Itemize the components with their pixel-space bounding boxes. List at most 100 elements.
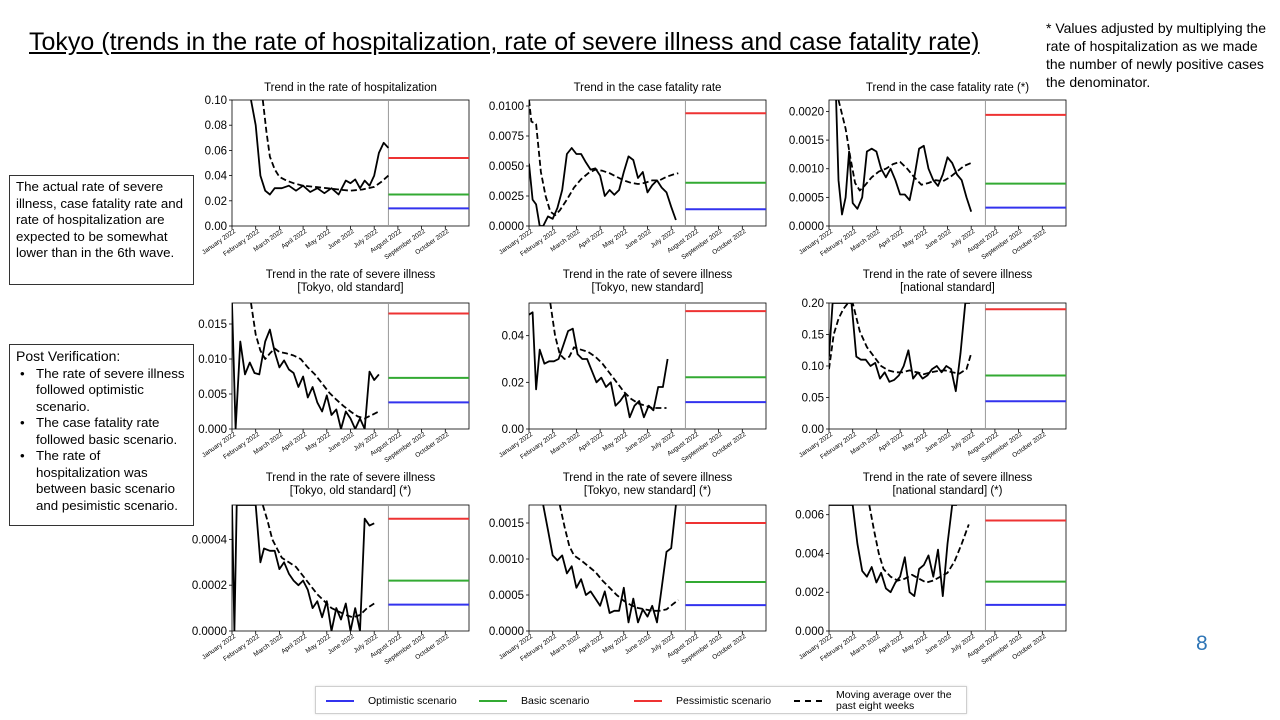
plot-frame bbox=[828, 504, 1067, 632]
x-tick-label: September 2022 bbox=[980, 431, 1024, 465]
moving-average-line bbox=[529, 100, 679, 217]
legend-basic-label: Basic scenario bbox=[521, 694, 590, 707]
y-tick-label: 0.0025 bbox=[489, 191, 524, 203]
x-tick-label: April 2022 bbox=[280, 228, 308, 251]
x-tick-label: June 2022 bbox=[327, 633, 356, 656]
y-tick-label: 0.005 bbox=[198, 389, 227, 401]
x-tick-label: June 2022 bbox=[924, 228, 953, 251]
y-tick-label: 0.20 bbox=[802, 298, 824, 310]
y-tick-label: 0.02 bbox=[205, 196, 227, 208]
x-tick-label: September 2022 bbox=[980, 633, 1024, 667]
chart-title: Trend in the rate of severe illness [Toky… bbox=[265, 269, 436, 294]
y-tick-label: 0.0002 bbox=[192, 580, 227, 592]
chart-title: Trend in the rate of hospitalization bbox=[264, 82, 437, 94]
x-tick-label: June 2022 bbox=[624, 633, 653, 656]
x-tick-label: June 2022 bbox=[327, 228, 356, 251]
plot-frame bbox=[231, 302, 470, 430]
plot-frame bbox=[231, 504, 470, 632]
y-tick-label: 0.0015 bbox=[489, 518, 524, 530]
y-tick-label: 0.0000 bbox=[489, 221, 524, 233]
chart-title: Trend in the rate of severe illness [Toky… bbox=[562, 472, 733, 497]
y-tick-label: 0.002 bbox=[795, 587, 824, 599]
legend-moving-average-swatch bbox=[794, 700, 822, 702]
legend-optimistic-label: Optimistic scenario bbox=[368, 694, 457, 707]
x-tick-label: April 2022 bbox=[280, 431, 308, 454]
actual-rate-line bbox=[529, 147, 677, 226]
y-tick-label: 0.00 bbox=[205, 221, 227, 233]
legend-pessimistic-label: Pessimistic scenario bbox=[676, 694, 772, 707]
actual-rate-line bbox=[829, 505, 957, 597]
moving-average-line bbox=[250, 303, 380, 420]
y-tick-label: 0.0000 bbox=[192, 626, 227, 638]
x-tick-label: April 2022 bbox=[877, 228, 905, 251]
outlook-text: The actual rate of severe illness, case … bbox=[16, 179, 184, 260]
legend-pessimistic-swatch bbox=[634, 700, 662, 702]
y-tick-label: 0.0010 bbox=[789, 164, 824, 176]
legend-basic-swatch bbox=[479, 700, 507, 702]
chart-title: Trend in the rate of severe illness [nati… bbox=[862, 269, 1033, 294]
adjustment-note: * Values adjusted by multiplying the rat… bbox=[1046, 20, 1266, 90]
y-tick-label: 0.00 bbox=[802, 424, 824, 436]
y-tick-label: 0.0000 bbox=[489, 626, 524, 638]
page-number: 8 bbox=[1196, 632, 1208, 655]
actual-rate-line bbox=[542, 505, 677, 624]
y-tick-label: 0.06 bbox=[205, 145, 227, 157]
x-tick-label: June 2022 bbox=[624, 431, 653, 454]
y-tick-label: 0.0075 bbox=[489, 131, 524, 143]
x-tick-label: April 2022 bbox=[877, 633, 905, 656]
list-item: The case fatality rate followed basic sc… bbox=[20, 415, 187, 448]
actual-rate-line bbox=[829, 303, 970, 393]
y-tick-label: 0.0050 bbox=[489, 161, 524, 173]
moving-average-line bbox=[829, 303, 973, 376]
actual-rate-line bbox=[529, 311, 669, 419]
y-tick-label: 0.0004 bbox=[192, 534, 228, 546]
y-tick-label: 0.04 bbox=[205, 171, 228, 183]
y-tick-label: 0.05 bbox=[802, 393, 824, 405]
moving-average-line bbox=[868, 505, 970, 584]
y-tick-label: 0.00 bbox=[502, 424, 524, 436]
actual-rate-line bbox=[835, 100, 973, 216]
y-tick-label: 0.15 bbox=[802, 330, 824, 342]
post-verification-box: Post Verification: The rate of severe il… bbox=[9, 344, 194, 526]
y-tick-label: 0.000 bbox=[795, 626, 824, 638]
x-tick-label: June 2022 bbox=[327, 431, 356, 454]
y-tick-label: 0.10 bbox=[802, 361, 824, 373]
plot-frame bbox=[828, 99, 1067, 227]
y-tick-label: 0.02 bbox=[502, 377, 524, 389]
legend-moving-average: Moving average over the past eight weeks bbox=[794, 687, 964, 715]
chart-title: Trend in the rate of severe illness [Toky… bbox=[265, 472, 436, 497]
x-tick-label: June 2022 bbox=[924, 431, 953, 454]
x-tick-label: June 2022 bbox=[624, 228, 653, 251]
x-tick-label: April 2022 bbox=[577, 228, 605, 251]
moving-average-line bbox=[549, 303, 667, 409]
outlook-box: The actual rate of severe illness, case … bbox=[9, 175, 194, 285]
x-tick-label: September 2022 bbox=[980, 228, 1024, 262]
y-tick-label: 0.0000 bbox=[789, 221, 824, 233]
moving-average-line bbox=[261, 505, 375, 619]
y-tick-label: 0.006 bbox=[795, 510, 824, 522]
y-tick-label: 0.0020 bbox=[789, 106, 824, 118]
y-tick-label: 0.000 bbox=[198, 424, 227, 436]
y-tick-label: 0.0005 bbox=[789, 192, 824, 204]
x-tick-label: September 2022 bbox=[680, 633, 724, 667]
legend-basic: Basic scenario bbox=[479, 687, 589, 715]
y-tick-label: 0.04 bbox=[502, 331, 525, 343]
list-item: The rate of hospitalization was between … bbox=[20, 448, 187, 514]
chart-title: Trend in the case fatality rate bbox=[573, 82, 722, 94]
page-title: Tokyo (trends in the rate of hospitaliza… bbox=[29, 28, 980, 56]
actual-rate-line bbox=[232, 505, 375, 631]
moving-average-line bbox=[558, 505, 679, 612]
x-tick-label: June 2022 bbox=[924, 633, 953, 656]
y-tick-label: 0.0015 bbox=[789, 135, 824, 147]
legend-optimistic-swatch bbox=[326, 700, 354, 702]
y-tick-label: 0.10 bbox=[205, 95, 227, 107]
x-tick-label: April 2022 bbox=[280, 633, 308, 656]
moving-average-line bbox=[837, 100, 972, 192]
